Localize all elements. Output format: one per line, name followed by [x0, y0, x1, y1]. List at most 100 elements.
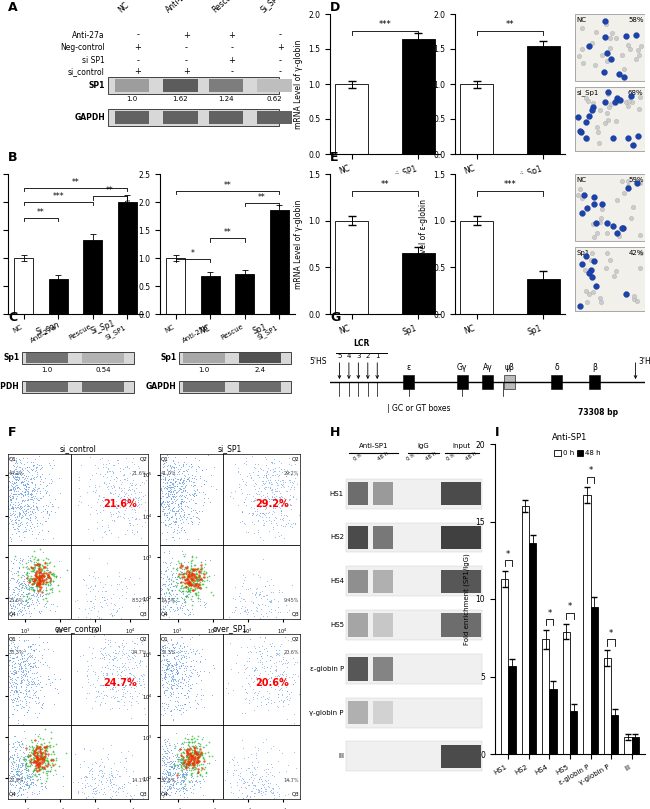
- Point: [200, 760, 211, 773]
- Point: [172, 465, 183, 478]
- Text: -: -: [279, 31, 281, 40]
- Point: [100, 584, 110, 597]
- Point: [281, 773, 292, 786]
- Point: [254, 675, 264, 688]
- Point: [34, 758, 45, 771]
- Point: [32, 740, 42, 753]
- Text: Anti-27a: Anti-27a: [72, 31, 105, 40]
- Point: [44, 571, 54, 584]
- Point: [264, 604, 274, 617]
- Point: [175, 680, 185, 693]
- Point: [251, 662, 261, 675]
- Point: [13, 789, 23, 802]
- Point: [174, 500, 184, 513]
- Point: [21, 451, 32, 464]
- Point: [32, 599, 42, 612]
- Point: [172, 667, 182, 680]
- Point: [75, 760, 85, 773]
- Point: [98, 460, 109, 473]
- Point: [19, 573, 29, 586]
- Point: [232, 775, 242, 788]
- Point: [96, 612, 106, 625]
- Point: [175, 638, 185, 651]
- Point: [6, 527, 17, 540]
- Point: [44, 489, 54, 502]
- Point: [172, 667, 182, 680]
- Point: [267, 781, 278, 794]
- Point: [8, 684, 19, 697]
- Point: [37, 752, 47, 765]
- Point: [175, 752, 185, 765]
- Point: [37, 739, 47, 752]
- Point: [90, 503, 101, 516]
- Point: [176, 649, 187, 662]
- Point: [49, 682, 60, 695]
- Point: [188, 493, 198, 506]
- Point: [127, 523, 138, 536]
- Point: [32, 470, 42, 483]
- Point: [168, 652, 179, 665]
- Point: [288, 678, 298, 691]
- Point: [32, 553, 43, 566]
- Point: [189, 568, 200, 581]
- Point: [131, 511, 142, 524]
- Text: E: E: [330, 151, 339, 164]
- Point: [577, 21, 587, 34]
- Point: [96, 647, 107, 660]
- Point: [49, 506, 60, 519]
- Point: [161, 663, 171, 676]
- Point: [255, 770, 265, 783]
- Point: [288, 677, 298, 690]
- Point: [33, 576, 44, 589]
- Point: [12, 693, 22, 705]
- Point: [158, 472, 168, 485]
- Point: [6, 772, 16, 785]
- Point: [125, 676, 135, 688]
- Point: [194, 740, 205, 753]
- Point: [176, 460, 186, 473]
- Point: [19, 482, 29, 495]
- Point: [161, 526, 172, 539]
- Point: [159, 747, 170, 760]
- Point: [21, 566, 32, 579]
- Point: [278, 480, 288, 493]
- Point: [6, 643, 17, 656]
- Point: [180, 595, 190, 608]
- Point: [272, 688, 283, 701]
- Point: [117, 645, 127, 658]
- Point: [35, 570, 46, 582]
- Point: [176, 504, 187, 517]
- Point: [105, 776, 115, 789]
- Point: [198, 757, 209, 770]
- Point: [160, 477, 170, 490]
- Point: [192, 748, 203, 760]
- Point: [166, 496, 177, 509]
- Point: [179, 650, 189, 663]
- Point: [6, 501, 17, 514]
- Point: [104, 464, 114, 477]
- Point: [185, 633, 195, 646]
- Point: [183, 744, 194, 757]
- Point: [24, 749, 34, 762]
- Point: [199, 755, 209, 768]
- Point: [9, 685, 20, 698]
- Point: [12, 768, 23, 781]
- Point: [170, 497, 181, 510]
- Point: [170, 667, 181, 680]
- Point: [172, 591, 183, 604]
- Point: [37, 777, 47, 790]
- Point: [185, 752, 196, 765]
- Point: [53, 686, 63, 699]
- Point: [21, 511, 32, 524]
- Point: [121, 765, 131, 777]
- Point: [25, 463, 36, 476]
- Point: [40, 741, 51, 754]
- Point: [164, 775, 174, 788]
- Point: [254, 687, 264, 700]
- Point: [273, 754, 283, 767]
- Point: [188, 489, 199, 502]
- Point: [27, 588, 38, 601]
- Point: [211, 483, 222, 496]
- Point: [25, 755, 36, 768]
- Point: [111, 475, 121, 488]
